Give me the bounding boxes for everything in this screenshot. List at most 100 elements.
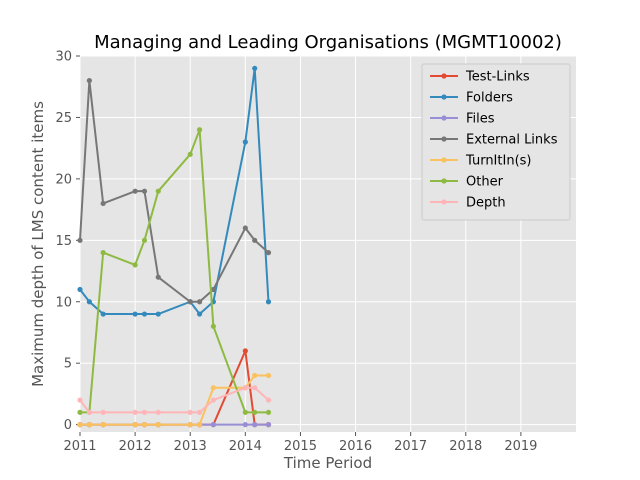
data-point-depth — [141, 409, 148, 415]
data-point-depth — [242, 385, 248, 391]
data-point-turnitin-s — [132, 422, 138, 428]
data-point-other — [155, 188, 161, 194]
legend-swatch-marker — [441, 94, 447, 100]
data-point-folders — [132, 311, 138, 317]
data-point-other — [252, 409, 258, 415]
series-layer — [77, 65, 272, 428]
data-point-files — [210, 422, 216, 428]
data-point-depth — [132, 409, 138, 415]
legend-item: External Links — [430, 133, 558, 148]
legend-label: TurnItIn(s) — [465, 154, 531, 169]
data-point-external-links — [141, 188, 148, 194]
data-point-folders — [100, 311, 106, 317]
data-point-depth — [187, 409, 193, 415]
data-point-other — [196, 127, 203, 133]
series-line-folders — [79, 67, 270, 316]
legend-swatch-marker — [441, 157, 447, 163]
legend-swatch-marker — [441, 115, 447, 121]
data-point-depth — [210, 397, 216, 403]
x-tick-label: 2019 — [504, 439, 537, 454]
data-point-depth — [252, 385, 258, 391]
y-axis-title: Maximum depth of LMS content items — [29, 101, 47, 387]
y-tick-label: 5 — [64, 357, 72, 372]
x-tick-label: 2013 — [174, 439, 207, 454]
legend-box — [421, 63, 571, 221]
data-point-external-links — [265, 250, 272, 256]
legend-label: Files — [466, 112, 495, 127]
data-point-turnitin-s — [77, 422, 83, 428]
x-tick-label: 2017 — [394, 439, 427, 454]
x-tick-label: 2011 — [63, 439, 96, 454]
x-tick-label: 2012 — [119, 439, 152, 454]
data-point-external-links — [100, 200, 106, 207]
data-point-depth — [196, 409, 203, 415]
data-point-depth — [86, 409, 92, 415]
legend-swatch-marker — [441, 178, 447, 184]
chart-title: Managing and Leading Organisations (MGMT… — [94, 32, 562, 53]
y-axis-ticks: 0 5 10 15 20 25 30 — [55, 50, 80, 433]
data-point-turnitin-s — [100, 422, 106, 428]
data-point-external-links — [155, 274, 161, 280]
legend-label: Test-Links — [465, 70, 530, 85]
data-point-external-links — [77, 237, 83, 243]
data-point-other — [132, 262, 138, 268]
legend: Test-Links Folders Files External Links Turn… — [421, 63, 571, 221]
y-tick-label: 10 — [55, 295, 72, 310]
data-point-files — [242, 422, 248, 428]
x-tick-label: 2015 — [284, 439, 317, 454]
data-point-depth — [265, 397, 272, 403]
legend-swatch-marker — [441, 199, 447, 205]
series-external-links — [77, 77, 272, 305]
legend-item: Depth — [430, 196, 506, 211]
data-point-turnitin-s — [155, 422, 161, 428]
data-point-files — [265, 422, 272, 428]
x-tick-label: 2014 — [229, 439, 262, 454]
grid-lines — [79, 55, 576, 432]
data-point-external-links — [187, 299, 193, 305]
data-point-other — [210, 323, 216, 329]
data-point-other — [77, 409, 83, 415]
data-point-depth — [155, 409, 161, 415]
data-point-other — [141, 237, 148, 243]
data-point-other — [242, 409, 248, 415]
data-point-turnitin-s — [265, 372, 272, 379]
legend-label: Other — [466, 175, 504, 190]
data-point-folders — [265, 299, 272, 305]
data-point-other — [187, 151, 193, 157]
data-point-folders — [242, 139, 248, 145]
legend-item: Test-Links — [430, 70, 530, 85]
data-point-external-links — [86, 77, 92, 84]
y-tick-label: 25 — [55, 111, 72, 126]
legend-item: TurnItIn(s) — [430, 154, 531, 169]
data-point-external-links — [132, 188, 138, 194]
x-tick-label: 2018 — [449, 439, 482, 454]
legend-swatch-marker — [441, 136, 447, 142]
data-point-folders — [141, 311, 148, 317]
x-tick-label: 2016 — [339, 439, 372, 454]
data-point-files — [252, 422, 258, 428]
data-point-turnitin-s — [252, 372, 258, 379]
data-point-turnitin-s — [141, 422, 148, 428]
data-point-folders — [196, 311, 203, 317]
data-point-folders — [86, 299, 92, 305]
data-point-test-links — [242, 348, 248, 354]
legend-label: External Links — [466, 133, 558, 148]
data-point-folders — [155, 311, 161, 317]
data-point-turnitin-s — [210, 385, 216, 391]
legend-swatch-marker — [441, 73, 447, 79]
y-tick-label: 15 — [55, 234, 72, 249]
data-point-external-links — [196, 299, 203, 305]
data-point-folders — [252, 65, 258, 71]
data-point-turnitin-s — [196, 422, 203, 428]
data-point-other — [265, 409, 272, 415]
series-depth — [77, 385, 272, 415]
data-point-external-links — [242, 225, 248, 231]
data-point-other — [100, 250, 106, 256]
data-point-folders — [77, 286, 83, 293]
legend-label: Depth — [466, 196, 506, 211]
data-point-external-links — [210, 286, 216, 293]
data-point-turnitin-s — [187, 422, 193, 428]
x-axis-ticks: 2011 2012 2013 2014 2015 2016 2017 2018 2019 — [63, 432, 537, 454]
y-tick-label: 20 — [55, 172, 72, 187]
